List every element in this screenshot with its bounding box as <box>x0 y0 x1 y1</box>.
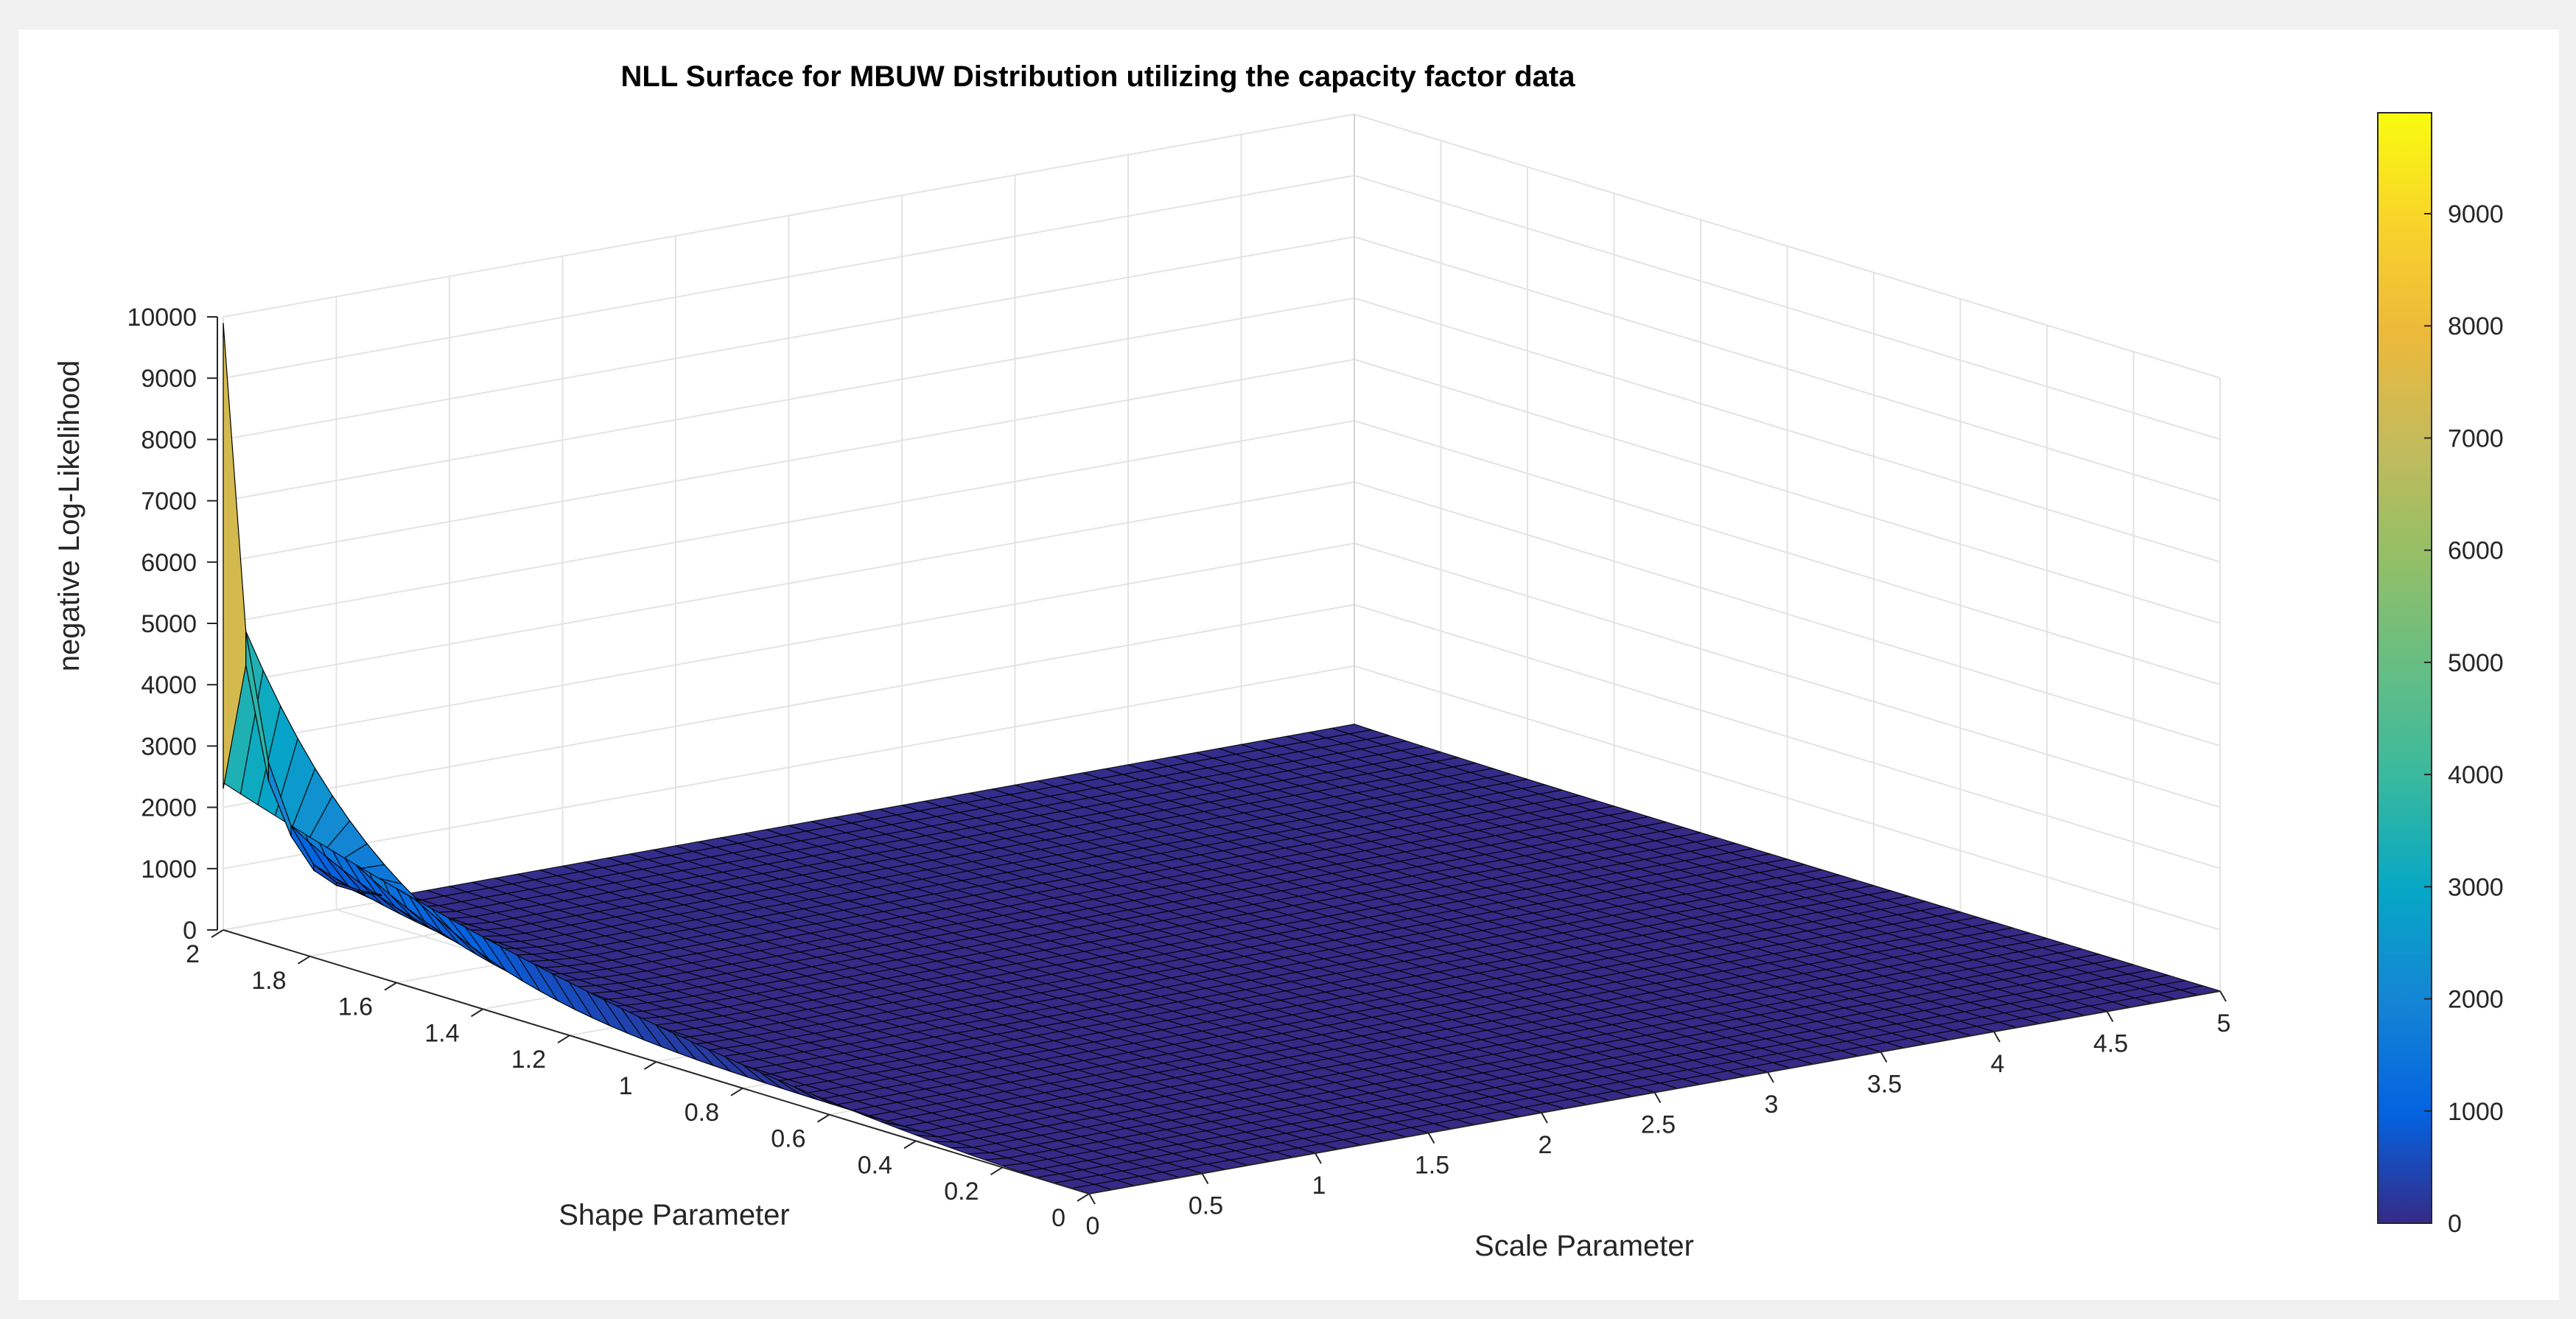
z-axis-label: negative Log-Likelihood <box>53 360 85 672</box>
y-tick-mark <box>990 1166 1004 1176</box>
colorbar-tick-label: 9000 <box>2448 200 2504 228</box>
x-tick-mark <box>1541 1112 1548 1124</box>
nll-surface-chart[interactable]: NLL Surface for MBUW Distribution utiliz… <box>18 29 2559 1300</box>
y-tick-mark <box>1077 1193 1090 1202</box>
colorbar: 0 1000 2000 3000 4000 5000 6000 7000 8000 9000 <box>2377 112 2504 1238</box>
z-tick-label: 1000 <box>141 856 197 884</box>
colorbar-tick-label: 2000 <box>2448 986 2504 1014</box>
x-tick-label: 5 <box>2217 1010 2231 1038</box>
x-tick-mark <box>2106 1011 2114 1022</box>
y-tick-label: 0.2 <box>944 1178 979 1206</box>
x-tick-mark <box>1088 1193 1096 1205</box>
y-tick-label: 0.4 <box>858 1151 892 1179</box>
colorbar-tick-label: 7000 <box>2448 424 2504 452</box>
colorbar-tick-label: 0 <box>2448 1210 2462 1238</box>
x-tick-mark <box>1315 1152 1322 1164</box>
x-tick-label: 3 <box>1765 1091 1779 1119</box>
y-tick-label: 1.6 <box>338 993 373 1021</box>
y-tick-label: 1.4 <box>424 1019 459 1047</box>
colorbar-tick-label: 4000 <box>2448 761 2504 789</box>
z-tick-label: 10000 <box>127 304 197 332</box>
z-tick-label: 9000 <box>141 365 197 393</box>
shape-axis-label: Shape Parameter <box>559 1199 790 1231</box>
scale-axis-label: Scale Parameter <box>1474 1230 1694 1262</box>
z-tick-label: 3000 <box>141 732 197 760</box>
colorbar-tick-label: 3000 <box>2448 873 2504 901</box>
x-tick-mark <box>1427 1133 1435 1144</box>
y-tick-label: 0 <box>1051 1204 1065 1232</box>
y-tick-mark <box>903 1140 917 1150</box>
z-tick-label: 6000 <box>141 549 197 577</box>
x-tick-label: 4 <box>1991 1050 2005 1078</box>
z-tick-label: 0 <box>183 917 197 945</box>
y-tick-mark <box>557 1035 570 1044</box>
colorbar-tick-label: 5000 <box>2448 649 2504 677</box>
x-tick-label: 0.5 <box>1189 1192 1223 1220</box>
y-tick-mark <box>297 955 311 965</box>
x-tick-mark <box>1993 1031 2001 1043</box>
z-tick-label: 7000 <box>141 488 197 516</box>
colorbar-tick-label: 1000 <box>2448 1098 2504 1126</box>
y-tick-mark <box>470 1008 484 1018</box>
colorbar-tick-label: 8000 <box>2448 312 2504 340</box>
z-tick-label: 2000 <box>141 794 197 822</box>
x-tick-label: 0 <box>1086 1212 1100 1240</box>
y-tick-mark <box>643 1061 657 1070</box>
y-tick-label: 1.2 <box>511 1046 546 1074</box>
x-tick-mark <box>1767 1071 1774 1083</box>
figure-window: NLL Surface for MBUW Distribution utiliz… <box>18 29 2559 1300</box>
surface-wall-patch <box>358 889 382 896</box>
axis-ticks: 0 0.5 1 1.5 2 2.5 3 3.5 4 4.5 5 0 0.2 0.4 0.6 0.8 1 1.2 1.… <box>127 304 2230 1240</box>
y-tick-mark <box>730 1087 743 1096</box>
colorbar-gradient <box>2377 112 2432 1224</box>
x-tick-mark <box>2219 990 2227 1002</box>
y-tick-mark <box>211 929 224 938</box>
y-tick-label: 0.6 <box>771 1125 805 1153</box>
y-tick-mark <box>384 982 397 991</box>
z-tick-label: 4000 <box>141 671 197 699</box>
x-tick-label: 2.5 <box>1641 1111 1676 1139</box>
y-tick-label: 1 <box>619 1072 633 1100</box>
x-tick-mark <box>1653 1092 1662 1103</box>
x-tick-label: 1 <box>1312 1172 1326 1200</box>
x-tick-label: 2 <box>1539 1131 1553 1159</box>
y-tick-label: 0.8 <box>685 1099 719 1127</box>
colorbar-tick-label: 6000 <box>2448 537 2504 565</box>
y-tick-label: 2 <box>186 940 200 968</box>
y-tick-mark <box>816 1113 830 1123</box>
x-tick-label: 4.5 <box>2093 1030 2128 1058</box>
x-tick-mark <box>1880 1052 1888 1063</box>
x-tick-label: 1.5 <box>1415 1152 1449 1180</box>
surface-plot <box>223 323 2221 1194</box>
y-tick-label: 1.8 <box>251 967 286 995</box>
chart-title: NLL Surface for MBUW Distribution utiliz… <box>621 60 1576 93</box>
z-tick-label: 5000 <box>141 610 197 638</box>
x-tick-label: 3.5 <box>1867 1071 1902 1099</box>
x-tick-mark <box>1201 1173 1209 1184</box>
z-tick-label: 8000 <box>141 426 197 454</box>
